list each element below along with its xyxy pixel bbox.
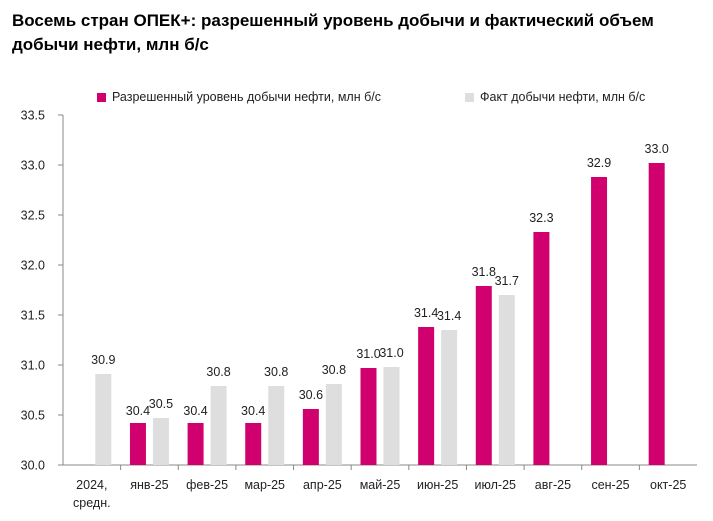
data-label-allowed: 32.9	[587, 156, 611, 170]
bar-actual	[210, 386, 227, 465]
bar-actual	[325, 384, 342, 465]
legend-label-actual: Факт добычи нефти, млн б/с	[480, 90, 646, 104]
data-label-allowed: 33.0	[645, 142, 669, 156]
data-label-allowed: 30.6	[299, 388, 323, 402]
x-tick-label: окт-25	[650, 478, 686, 492]
bar-allowed	[475, 286, 492, 465]
data-label-actual: 30.8	[264, 365, 288, 379]
data-label-allowed: 31.4	[414, 306, 438, 320]
x-tick-label: мар-25	[244, 478, 285, 492]
bar-allowed	[591, 177, 608, 465]
y-tick-label: 33.5	[21, 109, 45, 123]
y-tick-label: 32.5	[21, 209, 45, 223]
bar-actual	[498, 295, 515, 465]
legend-item-actual: Факт добычи нефти, млн б/с	[465, 90, 645, 104]
legend-swatch-actual	[465, 92, 474, 102]
y-tick-label: 30.0	[21, 459, 45, 473]
bar-allowed	[129, 423, 146, 465]
chart-title: Восемь стран ОПЕК+: разрешенный уровень …	[12, 9, 702, 57]
x-tick-label: май-25	[360, 478, 401, 492]
y-tick-label: 30.5	[21, 409, 45, 423]
y-tick-label: 32.0	[21, 259, 45, 273]
x-tick-label: фев-25	[186, 478, 228, 492]
data-label-allowed: 32.3	[529, 211, 553, 225]
data-label-actual: 31.0	[379, 346, 403, 360]
data-label-allowed: 30.4	[241, 404, 265, 418]
data-label-actual: 31.7	[495, 274, 519, 288]
data-label-actual: 30.9	[91, 353, 115, 367]
data-label-actual: 30.8	[206, 365, 230, 379]
x-tick-label: сен-25	[591, 478, 629, 492]
y-tick-label: 31.0	[21, 359, 45, 373]
bar-allowed	[360, 368, 377, 465]
bar-allowed	[302, 409, 319, 465]
bar-actual	[441, 330, 458, 465]
bar-actual	[383, 367, 400, 465]
bar-actual	[95, 374, 112, 465]
bar-actual	[152, 418, 169, 465]
bar-allowed	[187, 423, 204, 465]
chart-legend: Разрешенный уровень добычи нефти, млн б/…	[0, 90, 713, 108]
data-label-allowed: 30.4	[126, 404, 150, 418]
bar-allowed	[418, 327, 435, 465]
data-label-actual: 31.4	[437, 309, 461, 323]
data-label-actual: 30.5	[149, 397, 173, 411]
data-label-allowed: 31.8	[472, 265, 496, 279]
bar-allowed	[648, 163, 665, 465]
chart-title-line-2: добычи нефти, млн б/с	[12, 35, 209, 54]
y-tick-label: 33.0	[21, 159, 45, 173]
x-tick-label: 2024, средн.	[73, 478, 111, 510]
bar-allowed	[533, 232, 550, 465]
legend-label-allowed: Разрешенный уровень добычи нефти, млн б/…	[112, 90, 381, 104]
data-label-actual: 30.8	[322, 363, 346, 377]
x-tick-label: июл-25	[475, 478, 516, 492]
x-tick-label: апр-25	[303, 478, 342, 492]
bar-actual	[268, 386, 285, 465]
x-tick-label: янв-25	[130, 478, 168, 492]
y-tick-label: 31.5	[21, 309, 45, 323]
legend-swatch-allowed	[97, 92, 106, 102]
data-label-allowed: 31.0	[356, 347, 380, 361]
bar-allowed	[245, 423, 262, 465]
legend-item-allowed: Разрешенный уровень добычи нефти, млн б/…	[97, 90, 381, 104]
data-label-allowed: 30.4	[183, 404, 207, 418]
x-tick-label: авг-25	[535, 478, 571, 492]
chart-title-line-1: Восемь стран ОПЕК+: разрешенный уровень …	[12, 11, 654, 30]
x-tick-label: июн-25	[417, 478, 458, 492]
